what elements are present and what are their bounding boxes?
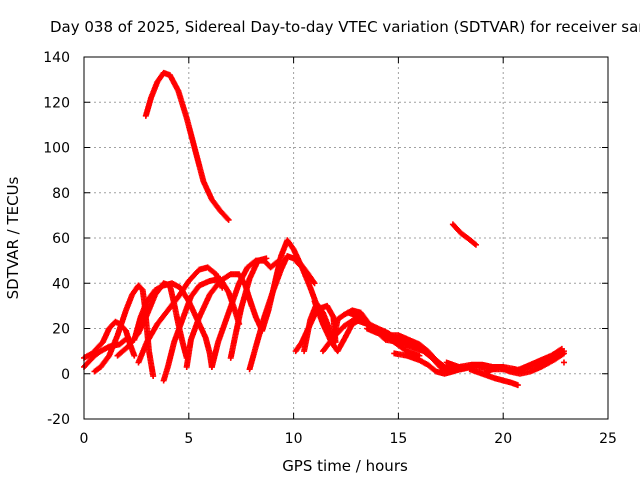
x-tick-label: 15 (389, 431, 407, 447)
data-marker (150, 373, 157, 380)
data-marker (558, 345, 565, 352)
y-tick-label: 60 (52, 231, 70, 247)
x-axis-label: GPS time / hours (282, 457, 408, 475)
y-tick-label: 100 (43, 141, 70, 157)
y-tick-label: 20 (52, 322, 70, 338)
y-tick-label: -20 (47, 412, 70, 428)
x-tick-label: 20 (494, 431, 512, 447)
y-tick-label: 0 (61, 367, 70, 383)
series-arc-t (466, 366, 521, 389)
series-arc-b (81, 318, 138, 361)
series-arc-high (142, 69, 232, 223)
series-arc-upper-right (449, 221, 479, 248)
data-point (560, 359, 567, 366)
series-arc-j (227, 255, 270, 361)
series-arc-w (506, 345, 565, 375)
series-arc-v (443, 359, 519, 373)
data-marker (472, 241, 479, 248)
y-tick-label: 80 (52, 186, 70, 202)
chart-title: Day 038 of 2025, Sidereal Day-to-day VTE… (50, 18, 640, 36)
x-tick-label: 0 (80, 431, 89, 447)
series-arc-r (363, 325, 465, 373)
data-marker (225, 216, 232, 223)
series-point-end (560, 359, 567, 366)
plot-area (81, 69, 567, 389)
data-marker (263, 255, 270, 262)
x-tick-label: 10 (285, 431, 303, 447)
data-marker (514, 382, 521, 389)
axis-ticks: 0 5 10 15 20 25 -20 0 20 40 60 80 100 120 140 (43, 50, 617, 447)
data-marker (311, 280, 318, 287)
y-axis-label: SDTVAR / TECUs (4, 176, 22, 299)
data-marker (224, 215, 231, 222)
x-tick-label: 25 (599, 431, 617, 447)
data-marker (471, 240, 478, 247)
data-marker (560, 350, 567, 357)
y-tick-label: 120 (43, 95, 70, 111)
data-marker (131, 352, 138, 359)
y-tick-label: 40 (52, 276, 70, 292)
y-tick-label: 140 (43, 50, 70, 66)
x-tick-label: 5 (184, 431, 193, 447)
